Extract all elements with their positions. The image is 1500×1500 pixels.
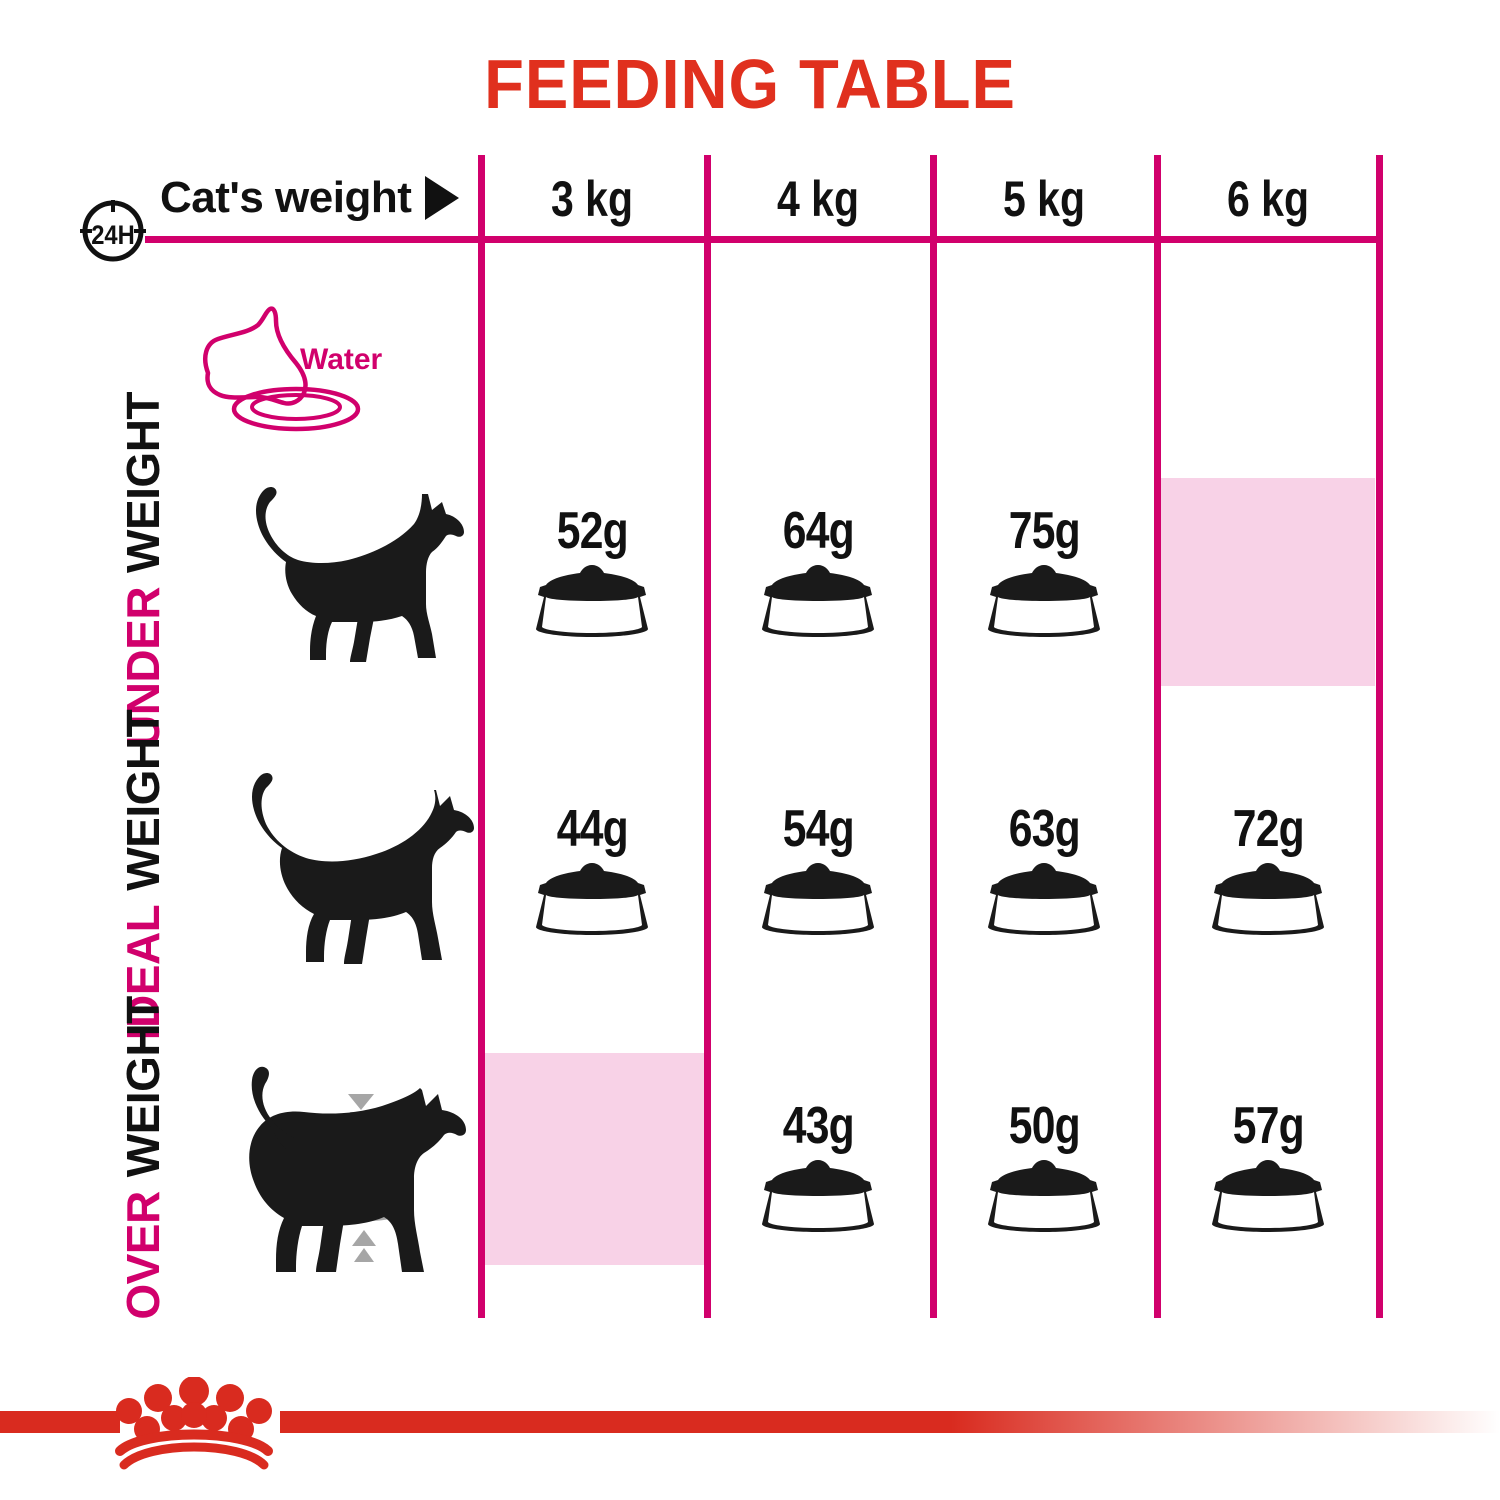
cell-under-4kg: 64g xyxy=(705,505,931,642)
header-divider-line xyxy=(145,236,1383,243)
food-bowl-icon xyxy=(758,861,878,940)
row-label-over-secondary: WEIGHT xyxy=(117,996,169,1178)
row-label-under-secondary: WEIGHT xyxy=(117,391,169,573)
food-bowl-icon xyxy=(1208,1158,1328,1237)
column-header-4kg: 4 kg xyxy=(776,171,860,227)
food-bowl-icon xyxy=(984,1158,1104,1237)
cat-weight-label: Cat's weight xyxy=(160,173,412,222)
ideal-cat-silhouette-icon xyxy=(232,762,482,977)
grid-line-1 xyxy=(478,155,485,1318)
food-bowl-icon xyxy=(984,861,1104,940)
cell-under-5kg: 75g xyxy=(931,505,1157,642)
thin-cat-silhouette-icon xyxy=(232,472,472,677)
food-bowl-icon xyxy=(984,563,1104,642)
grid-line-5 xyxy=(1376,155,1383,1318)
cell-value-over-4kg: 43g xyxy=(782,1097,854,1155)
water-label: Water xyxy=(300,343,383,376)
cell-ideal-3kg: 44g xyxy=(479,803,705,940)
duration-24h-icon: 24H xyxy=(80,198,146,264)
row-label-over-primary: OVER xyxy=(117,1191,169,1320)
grid-line-3 xyxy=(930,155,937,1318)
footer-bar-right xyxy=(280,1411,1500,1433)
page-title: FEEDING TABLE xyxy=(484,45,1016,123)
water-row: Water xyxy=(192,305,432,440)
row-label-ideal-secondary: WEIGHT xyxy=(117,709,169,891)
cell-under-3kg: 52g xyxy=(479,505,705,642)
column-header-6kg: 6 kg xyxy=(1226,171,1310,227)
row-label-ideal-weight: IDEAL WEIGHT xyxy=(108,710,178,1040)
footer-bar-left xyxy=(0,1411,120,1433)
cell-value-under-5kg: 75g xyxy=(1008,502,1080,560)
cell-value-ideal-3kg: 44g xyxy=(556,800,628,858)
cell-value-over-5kg: 50g xyxy=(1008,1097,1080,1155)
column-header-5kg: 5 kg xyxy=(1002,171,1086,227)
footer xyxy=(0,1375,1500,1500)
triangle-right-icon xyxy=(425,176,460,220)
cell-over-4kg: 43g xyxy=(705,1100,931,1237)
cell-over-5kg: 50g xyxy=(931,1100,1157,1237)
cell-value-over-6kg: 57g xyxy=(1232,1097,1304,1155)
cell-value-ideal-5kg: 63g xyxy=(1008,800,1080,858)
cell-value-ideal-6kg: 72g xyxy=(1232,800,1304,858)
cat-weight-header: Cat's weight xyxy=(160,168,460,228)
svg-text:24H: 24H xyxy=(91,221,135,251)
cat-drinking-from-bowl-icon xyxy=(203,306,361,432)
row-label-under-weight: UNDER WEIGHT xyxy=(108,392,178,748)
cell-value-under-3kg: 52g xyxy=(556,502,628,560)
cell-ideal-4kg: 54g xyxy=(705,803,931,940)
cell-ideal-6kg: 72g xyxy=(1155,803,1381,940)
column-header-3kg: 3 kg xyxy=(550,171,634,227)
row-label-over-weight: OVER WEIGHT xyxy=(108,996,178,1319)
cell-value-ideal-4kg: 54g xyxy=(782,800,854,858)
royal-canin-crown-logo xyxy=(104,1376,284,1472)
food-bowl-icon xyxy=(532,861,652,940)
food-bowl-icon xyxy=(532,563,652,642)
grid-line-2 xyxy=(704,155,711,1318)
highlight-under-6kg xyxy=(1160,478,1375,686)
fat-cat-silhouette-icon xyxy=(232,1058,484,1283)
food-bowl-icon xyxy=(758,1158,878,1237)
grid-line-4 xyxy=(1154,155,1161,1318)
highlight-over-3kg xyxy=(484,1053,704,1265)
cell-value-under-4kg: 64g xyxy=(782,502,854,560)
cell-over-6kg: 57g xyxy=(1155,1100,1381,1237)
food-bowl-icon xyxy=(758,563,878,642)
food-bowl-icon xyxy=(1208,861,1328,940)
cell-ideal-5kg: 63g xyxy=(931,803,1157,940)
